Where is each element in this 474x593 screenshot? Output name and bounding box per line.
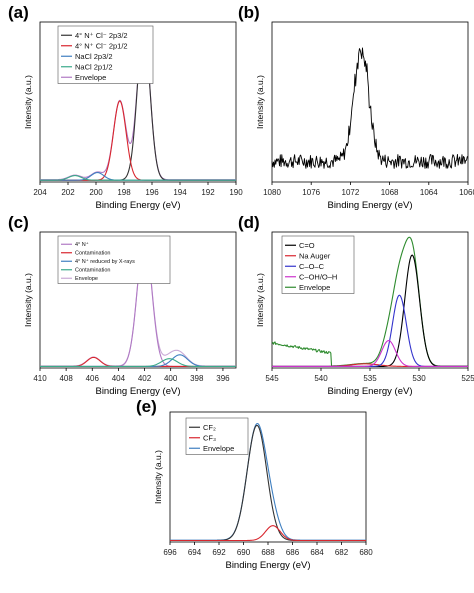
x-tick-label: 1072 — [342, 188, 360, 197]
x-tick-label: 204 — [33, 188, 47, 197]
legend: C=ONa Auger C–O–CC–OH/O–H Envelope — [281, 235, 355, 294]
x-tick-label: 540 — [314, 374, 328, 383]
series-line-contamination — [40, 358, 236, 368]
legend-label: Envelope — [299, 283, 330, 292]
series-line-4-n-reduced-by-x-rays — [40, 354, 236, 368]
x-tick-label: 690 — [237, 548, 251, 557]
x-tick-label: 545 — [265, 374, 279, 383]
legend-label: Contamination — [75, 268, 110, 274]
legend-label: Envelope — [75, 73, 106, 82]
series-line-c-o-c — [272, 294, 468, 368]
legend-label: Na Auger — [299, 251, 331, 260]
legend-label: C–OH/O–H — [299, 272, 337, 281]
plot-frame — [271, 21, 469, 183]
x-tick-label: 196 — [145, 188, 159, 197]
y-axis-label: Intensity (a.u.) — [255, 75, 265, 129]
legend-label: Envelope — [75, 276, 98, 282]
x-tick-label: 1080 — [263, 188, 281, 197]
x-tick-label: 190 — [229, 188, 243, 197]
x-axis-label: Binding Energy (eV) — [95, 200, 180, 211]
x-tick-label: 406 — [86, 374, 100, 383]
x-axis-label: Binding Energy (eV) — [95, 386, 180, 397]
x-axis-label: Binding Energy (eV) — [327, 386, 412, 397]
legend-label: C=O — [299, 241, 315, 250]
panel-label: (c) — [8, 213, 29, 232]
panel-e: (e) 696 694 692 690 688 686 684 682 680 Binding En… — [136, 397, 373, 571]
y-axis-label: Intensity (a.u.) — [255, 273, 265, 327]
legend-label: 4° N⁺ Cl⁻ 2p1/2 — [75, 41, 128, 50]
x-tick-label: 692 — [212, 548, 226, 557]
x-tick-label: 404 — [112, 374, 126, 383]
panel-c: (c) 410 408 406 404 402 400 398 396 Binding Energ… — [8, 213, 237, 397]
y-axis-label: Intensity (a.u.) — [153, 450, 163, 504]
x-tick-label: 200 — [89, 188, 103, 197]
y-axis-label: Intensity (a.u.) — [23, 75, 33, 129]
x-tick-label: 408 — [59, 374, 73, 383]
x-tick-label: 194 — [173, 188, 187, 197]
legend-label: NaCl 2p3/2 — [75, 52, 113, 61]
x-tick-label: 396 — [216, 374, 230, 383]
x-tick-label: 535 — [363, 374, 377, 383]
series-line-cf — [170, 525, 366, 542]
legend-label: 4° N⁺ — [75, 241, 89, 248]
panel-label: (d) — [238, 213, 260, 232]
x-tick-label: 1076 — [302, 188, 320, 197]
legend-label: Envelope — [203, 444, 234, 453]
x-tick-label: 694 — [188, 548, 202, 557]
x-tick-label: 684 — [310, 548, 324, 557]
legend-label: CF₃ — [203, 433, 216, 442]
plot-frame — [39, 21, 237, 183]
x-tick-label: 682 — [335, 548, 349, 557]
legend-box — [57, 25, 154, 84]
plot-frame — [39, 231, 237, 369]
series-line-contamination — [40, 356, 236, 368]
x-axis-label: Binding Energy (eV) — [225, 560, 310, 571]
legend-label: 4° N⁺ reduced by X-rays — [75, 258, 135, 265]
panel-label: (b) — [238, 3, 260, 22]
legend: 4° N⁺ Cl⁻ 2p3/24° N⁺ Cl⁻ 2p1/2 NaCl 2p3/2… — [57, 25, 154, 84]
x-tick-label: 198 — [117, 188, 131, 197]
x-tick-label: 1064 — [420, 188, 438, 197]
legend-label: C–O–C — [299, 262, 325, 271]
panel-d: (d) 545 540 535 530 525 Binding Energy (eV) Int… — [238, 213, 474, 397]
series-line-4-n-cl-2p1-2 — [40, 100, 236, 181]
x-tick-label: 696 — [163, 548, 177, 557]
x-tick-label: 400 — [164, 374, 178, 383]
x-tick-label: 1068 — [381, 188, 399, 197]
x-tick-label: 192 — [201, 188, 215, 197]
panel-a: (a) 204 202 200 198 196 194 192 190 Binding Energ… — [8, 3, 243, 211]
x-tick-label: 1060 — [459, 188, 474, 197]
legend-box — [57, 235, 171, 284]
panel-label: (e) — [136, 397, 157, 416]
legend-label: CF₂ — [203, 423, 216, 432]
panel-b: (b) 1080 1076 1072 1068 1064 1060 Binding Energ… — [238, 3, 474, 211]
x-tick-label: 402 — [138, 374, 152, 383]
series-line-c-oh-o-h — [272, 340, 468, 368]
panel-label: (a) — [8, 3, 29, 22]
x-tick-label: 410 — [33, 374, 47, 383]
series-line-spectrum — [271, 47, 469, 169]
y-axis-label: Intensity (a.u.) — [23, 273, 33, 327]
series-line-nacl-2p1-2 — [40, 175, 236, 181]
x-tick-label: 686 — [286, 548, 300, 557]
x-tick-label: 525 — [461, 374, 474, 383]
legend-label: Contamination — [75, 251, 110, 257]
x-axis-label: Binding Energy (eV) — [327, 200, 412, 211]
x-tick-label: 202 — [61, 188, 75, 197]
x-tick-label: 530 — [412, 374, 426, 383]
legend-label: NaCl 2p1/2 — [75, 62, 113, 71]
legend-label: 4° N⁺ Cl⁻ 2p3/2 — [75, 31, 128, 40]
x-tick-label: 680 — [359, 548, 373, 557]
x-tick-label: 688 — [261, 548, 275, 557]
x-tick-label: 398 — [190, 374, 204, 383]
